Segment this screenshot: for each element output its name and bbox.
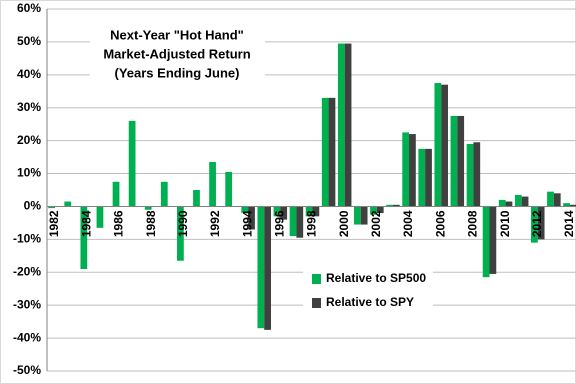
y-tick-label: -40% <box>13 330 41 344</box>
legend-label: Relative to SPY <box>326 295 414 309</box>
bar <box>473 142 481 207</box>
x-tick-label: 2006 <box>433 210 447 237</box>
x-tick-label: 2012 <box>530 210 544 237</box>
y-tick-label: 20% <box>17 133 41 147</box>
title-box <box>90 22 265 88</box>
x-tick-label: 2002 <box>369 210 383 237</box>
bar <box>537 206 545 240</box>
bar <box>553 193 561 207</box>
x-tick-label: 2008 <box>466 210 480 237</box>
bar <box>96 206 104 228</box>
bar <box>450 115 458 207</box>
bar <box>48 206 56 209</box>
bar <box>370 206 377 215</box>
bar <box>144 206 152 210</box>
y-tick-label: -50% <box>13 363 41 377</box>
chart-title: Market-Adjusted Return <box>103 46 250 61</box>
bar <box>563 203 570 207</box>
bar <box>569 204 576 207</box>
y-tick-label: -20% <box>13 264 41 278</box>
y-tick-label: 30% <box>17 100 41 114</box>
bar <box>489 206 497 274</box>
bar <box>257 206 265 329</box>
y-tick-label: -10% <box>13 232 41 246</box>
bar <box>225 171 233 207</box>
bar <box>321 97 329 207</box>
bar <box>392 204 400 207</box>
x-tick-label: 1990 <box>176 210 190 237</box>
bar <box>425 148 432 207</box>
bar <box>360 206 368 225</box>
bar <box>160 181 168 207</box>
chart-title: (Years Ending June) <box>115 65 240 80</box>
y-tick-label: -30% <box>13 297 41 311</box>
bar <box>128 120 136 207</box>
bar <box>466 143 474 207</box>
y-tick-label: 0% <box>24 199 42 213</box>
bar <box>241 206 249 214</box>
bar <box>418 148 426 207</box>
bar <box>386 204 393 207</box>
bar <box>409 134 416 207</box>
bar <box>531 206 538 243</box>
bar <box>312 206 320 217</box>
x-tick-label: 1996 <box>272 210 286 237</box>
legend-swatch <box>312 298 321 308</box>
bar <box>328 97 336 207</box>
x-tick-label: 2000 <box>337 210 351 237</box>
x-tick-label: 1984 <box>79 210 93 237</box>
bar <box>482 206 490 278</box>
bar <box>402 132 410 207</box>
chart-title: Next-Year "Hot Hand" <box>110 27 244 42</box>
x-tick-label: 2004 <box>401 210 415 237</box>
x-tick-label: 1992 <box>208 210 222 237</box>
y-tick-label: 10% <box>17 166 41 180</box>
bar <box>547 191 554 207</box>
bar <box>80 206 88 269</box>
bar <box>376 206 384 214</box>
bar <box>344 43 352 207</box>
x-tick-label: 1986 <box>112 210 126 237</box>
bar <box>193 190 200 207</box>
bar <box>354 206 361 225</box>
bar <box>112 181 120 207</box>
bar <box>280 206 288 220</box>
bar <box>434 83 442 207</box>
x-tick-label: 1988 <box>144 210 158 237</box>
legend-box <box>303 262 433 322</box>
x-tick-label: 2010 <box>498 210 512 237</box>
legend-swatch <box>312 274 321 284</box>
bar <box>337 43 345 207</box>
bar <box>514 194 522 207</box>
bar <box>505 201 513 207</box>
bar <box>296 206 304 238</box>
x-tick-label: 1998 <box>305 210 319 237</box>
bar <box>64 201 72 207</box>
bar <box>273 206 281 217</box>
y-tick-label: 60% <box>17 1 41 15</box>
bar <box>248 206 255 230</box>
bar <box>264 206 271 330</box>
x-tick-label: 1982 <box>47 210 61 237</box>
legend-label: Relative to SP500 <box>326 271 426 285</box>
bar <box>289 206 297 237</box>
y-tick-label: 50% <box>17 34 41 48</box>
bar <box>441 84 448 207</box>
bar <box>305 206 313 217</box>
bar <box>521 196 529 207</box>
bar <box>209 162 216 207</box>
bar <box>498 199 506 207</box>
x-tick-label: 2014 <box>562 210 576 237</box>
x-tick-label: 1994 <box>240 210 254 237</box>
y-tick-label: 40% <box>17 67 41 81</box>
bar <box>177 206 184 261</box>
bar <box>457 115 465 207</box>
